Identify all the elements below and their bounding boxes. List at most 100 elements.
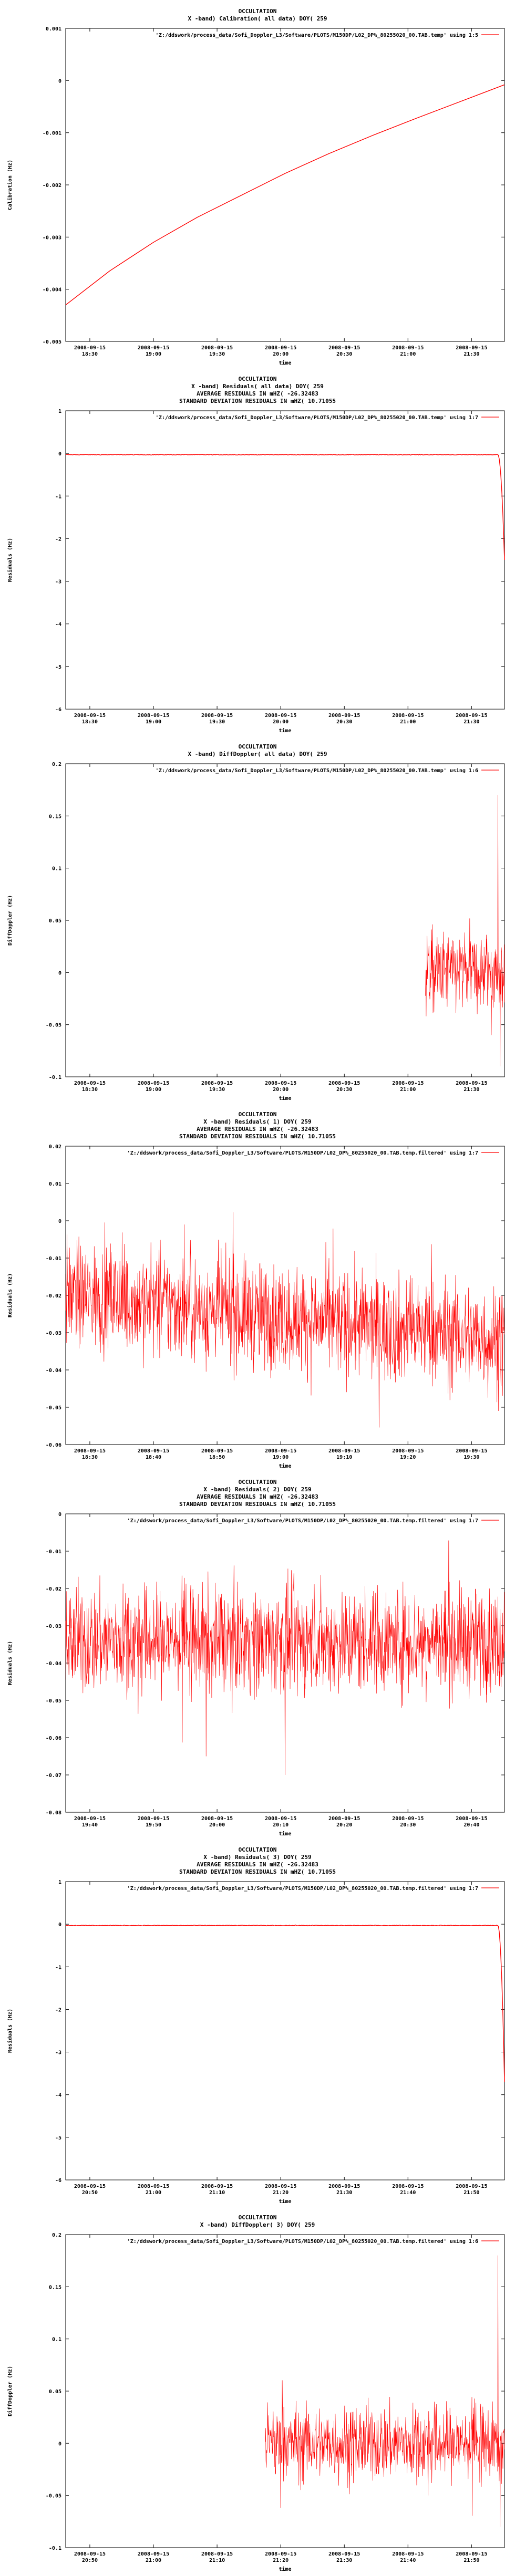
x-tick-label-date: 2008-09-15	[201, 1448, 233, 1454]
x-tick-label-time: 18:30	[82, 719, 98, 725]
x-tick-label-time: 21:30	[464, 719, 479, 725]
y-tick-label: 0.15	[49, 814, 61, 819]
x-tick-label-time: 21:40	[400, 2558, 416, 2563]
x-tick-label-time: 19:30	[464, 1455, 479, 1460]
x-tick-label-time: 19:10	[336, 1455, 352, 1460]
x-tick-label-time: 19:30	[209, 351, 225, 357]
x-tick-label-time: 20:30	[336, 719, 352, 725]
legend-label: 'Z:/ddswork/process_data/Sofi_Doppler_L3…	[156, 32, 478, 38]
x-axis-label: time	[279, 728, 291, 734]
x-tick-label-date: 2008-09-15	[74, 1448, 106, 1454]
x-tick-label-time: 20:10	[273, 1822, 289, 1828]
y-tick-label: 0.2	[52, 2232, 61, 2238]
y-tick-label: -0.004	[43, 287, 61, 293]
y-tick-label: -1	[55, 1965, 61, 1970]
x-tick-label-time: 20:30	[400, 1822, 416, 1828]
y-tick-label: -4	[55, 2093, 61, 2099]
x-tick-label-time: 18:30	[82, 1087, 98, 1093]
legend-label: 'Z:/ddswork/process_data/Sofi_Doppler_L3…	[127, 1518, 478, 1524]
x-tick-label-time: 21:40	[400, 2190, 416, 2196]
y-tick-label: -0.05	[46, 2494, 61, 2499]
x-axis-label: time	[279, 1463, 291, 1469]
x-tick-label-time: 19:20	[400, 1455, 416, 1460]
plot-frame	[65, 28, 505, 342]
x-tick-label-date: 2008-09-15	[201, 1081, 233, 1086]
x-tick-label-time: 20:00	[273, 351, 289, 357]
x-tick-label-time: 19:00	[146, 1087, 161, 1093]
y-tick-label: -0.05	[46, 1023, 61, 1029]
y-tick-label: -0.06	[46, 1442, 61, 1448]
chart-title-line: OCCULTATION	[239, 1111, 277, 1118]
x-tick-label-time: 21:30	[336, 2190, 352, 2196]
y-tick-label: -0.04	[46, 1661, 61, 1667]
x-tick-label-date: 2008-09-15	[328, 2551, 360, 2557]
chart-title-line: OCCULTATION	[239, 1846, 277, 1853]
x-tick-label-time: 21:30	[464, 351, 479, 357]
x-tick-label-date: 2008-09-15	[265, 1081, 296, 1086]
x-tick-label-date: 2008-09-15	[138, 1081, 169, 1086]
x-tick-label-time: 21:10	[209, 2190, 225, 2196]
x-tick-label-time: 19:00	[273, 1455, 289, 1460]
chart-title-line: AVERAGE RESIDUALS IN mHZ( -26.32483	[197, 1493, 318, 1500]
x-axis-label: time	[279, 360, 291, 366]
x-tick-label-date: 2008-09-15	[328, 345, 360, 351]
x-tick-label-time: 21:00	[146, 2190, 161, 2196]
x-tick-label-date: 2008-09-15	[328, 1448, 360, 1454]
chart-title-line: OCCULTATION	[239, 8, 277, 15]
x-tick-label-time: 18:40	[146, 1455, 161, 1460]
x-tick-label-time: 21:30	[336, 2558, 352, 2563]
x-tick-label-date: 2008-09-15	[328, 2184, 360, 2189]
y-tick-label: 0.2	[52, 762, 61, 767]
x-tick-label-date: 2008-09-15	[74, 1081, 106, 1086]
chart-title-line: STANDARD DEVIATION RESIDUALS IN mHZ( 10.…	[179, 1133, 336, 1140]
y-tick-label: -0.03	[46, 1331, 61, 1336]
x-tick-label-date: 2008-09-15	[392, 2551, 424, 2557]
x-tick-label-date: 2008-09-15	[392, 2184, 424, 2189]
y-tick-label: -0.06	[46, 1736, 61, 1741]
y-axis-label: Calibration (Hz)	[7, 160, 13, 210]
chart-title-line: AVERAGE RESIDUALS IN mHZ( -26.32483	[197, 390, 318, 397]
y-tick-label: -0.05	[46, 1405, 61, 1411]
y-tick-label: 0.001	[46, 26, 61, 32]
x-tick-label-time: 21:20	[273, 2558, 289, 2563]
y-tick-label: -0.005	[43, 339, 61, 345]
x-tick-label-date: 2008-09-15	[328, 713, 360, 719]
y-tick-label: -0.07	[46, 1773, 61, 1779]
x-axis-label: time	[279, 1831, 291, 1837]
x-tick-label-date: 2008-09-15	[201, 2551, 233, 2557]
x-tick-label-time: 21:00	[400, 351, 416, 357]
y-tick-label: -4	[55, 622, 61, 628]
y-tick-label: -6	[55, 2178, 61, 2184]
chart-title-line: STANDARD DEVIATION RESIDUALS IN mHZ( 10.…	[179, 398, 336, 404]
chart-title-line: X -band) DiffDoppler( 3) DOY( 259	[200, 2221, 315, 2228]
y-tick-label: -0.001	[43, 131, 61, 137]
y-tick-label: -0.003	[43, 235, 61, 241]
y-tick-label: -0.01	[46, 1549, 61, 1555]
x-tick-label-date: 2008-09-15	[265, 2184, 296, 2189]
x-tick-label-time: 21:00	[400, 1087, 416, 1093]
legend-label: 'Z:/ddswork/process_data/Sofi_Doppler_L3…	[127, 1150, 478, 1156]
x-tick-label-time: 20:30	[336, 1087, 352, 1093]
x-tick-label-time: 19:00	[146, 351, 161, 357]
x-tick-label-date: 2008-09-15	[328, 1081, 360, 1086]
x-tick-label-date: 2008-09-15	[265, 2551, 296, 2557]
x-tick-label-time: 21:50	[464, 2558, 479, 2563]
y-tick-label: 0.02	[49, 1144, 61, 1150]
y-tick-label: -0.04	[46, 1368, 61, 1374]
y-tick-label: -0.01	[46, 1256, 61, 1262]
x-tick-label-date: 2008-09-15	[74, 2551, 106, 2557]
x-tick-label-date: 2008-09-15	[265, 713, 296, 719]
x-tick-label-time: 21:10	[209, 2558, 225, 2563]
x-tick-label-time: 20:50	[82, 2558, 98, 2563]
chart-title-line: OCCULTATION	[239, 1479, 277, 1486]
chart-title-line: X -band) Calibration( all data) DOY( 259	[188, 15, 327, 22]
x-tick-label-time: 18:30	[82, 351, 98, 357]
y-tick-label: -0.1	[49, 2546, 61, 2551]
y-tick-label: -2	[55, 2007, 61, 2013]
y-tick-label: -0.002	[43, 183, 61, 189]
